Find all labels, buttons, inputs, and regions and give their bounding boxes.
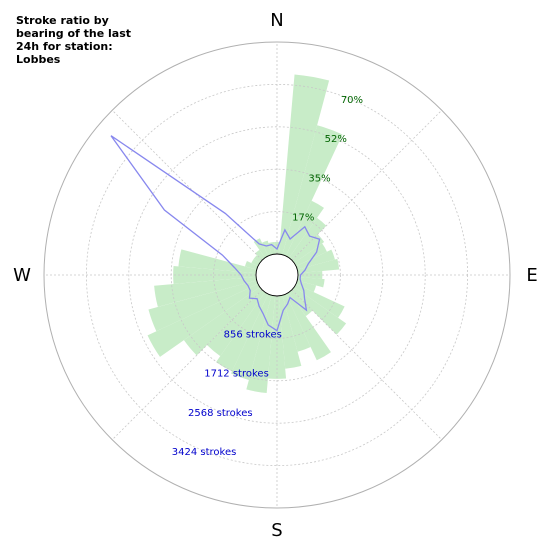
center-hole — [255, 253, 299, 297]
ratio-bar-60 — [294, 243, 327, 267]
polar-grid — [43, 41, 511, 509]
ratio-bar-320 — [255, 249, 265, 261]
grid-ring-3 — [128, 126, 426, 424]
ratio-bar-310 — [253, 254, 263, 263]
strokes-line — [110, 135, 321, 332]
compass-label-w: W — [13, 265, 31, 286]
grid-spoke-225 — [111, 289, 263, 441]
ratio-bar-260 — [154, 276, 257, 307]
ratio-bar-210 — [216, 292, 269, 372]
ratio-bar-300 — [251, 258, 260, 267]
compass-label-e: E — [526, 265, 537, 286]
ratio-bar-280 — [178, 249, 257, 274]
ratio-bar-340 — [261, 240, 272, 256]
ratio-bar-130 — [291, 287, 347, 335]
axis-labels: N E S W 17% 35% 52% 70% 856 strokes 1712 strokes 2… — [13, 10, 538, 541]
ratio-tick-label: 17% — [292, 212, 314, 223]
ratio-bar-50 — [291, 234, 325, 263]
ratio-bar-80 — [297, 258, 340, 274]
ratio-bar-290 — [244, 260, 258, 270]
ratio-bar-240 — [147, 283, 260, 357]
ratio-tick-label: 35% — [308, 173, 330, 184]
ratio-bar-100 — [297, 276, 325, 288]
grid-spoke-135 — [291, 289, 443, 441]
ratio-bar-120 — [294, 283, 345, 318]
outer-ring — [43, 41, 511, 509]
ratio-bar-160 — [282, 294, 311, 352]
ratio-bar-200 — [231, 294, 272, 381]
ratio-bar-20 — [282, 125, 343, 256]
strokes-tick-label: 2568 strokes — [188, 408, 253, 419]
strokes-tick-label: 1712 strokes — [204, 369, 269, 380]
ratio-bar-30 — [285, 200, 324, 258]
ratio-bar-40 — [289, 217, 327, 261]
strokes-tick-label: 3424 strokes — [172, 447, 237, 458]
ratio-bar-150 — [285, 292, 331, 361]
grid-ring-1 — [213, 211, 341, 339]
ratio-bar-190 — [246, 295, 276, 394]
ratio-bars — [147, 74, 347, 394]
ratio-bar-10 — [278, 74, 330, 255]
compass-label-n: N — [270, 10, 283, 31]
ratio-tick-label: 52% — [325, 134, 347, 145]
grid-spoke-315 — [111, 109, 263, 261]
strokes-series — [110, 135, 321, 332]
chart-title: Stroke ratio by bearing of the last 24h … — [16, 14, 132, 66]
ratio-tick-label: 70% — [341, 95, 363, 106]
strokes-tick-label: 856 strokes — [224, 330, 282, 341]
ratio-bar-170 — [278, 295, 302, 369]
ratio-bar-70 — [296, 249, 335, 270]
grid-spoke-45 — [291, 109, 443, 261]
ratio-bar-230 — [183, 287, 263, 356]
compass-label-s: S — [271, 520, 282, 541]
ratio-bar-250 — [148, 280, 258, 332]
